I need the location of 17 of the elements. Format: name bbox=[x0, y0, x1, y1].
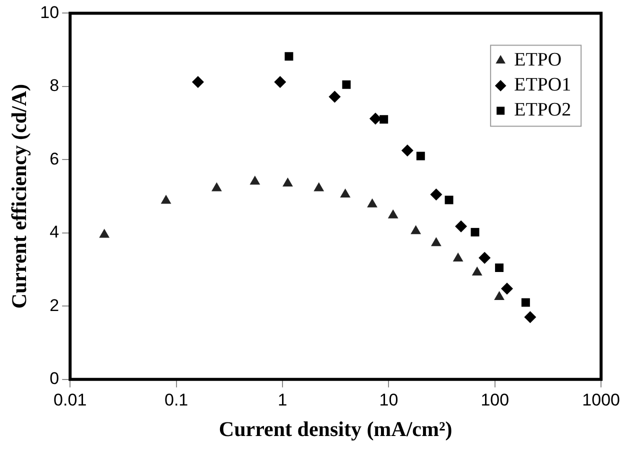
legend-label: ETPO bbox=[514, 50, 562, 71]
x-tick-label: 100 bbox=[480, 390, 510, 410]
legend-label: ETPO1 bbox=[514, 74, 572, 96]
x-tick-label: 1 bbox=[278, 390, 288, 410]
y-axis-title: Current efficiency (cd/A) bbox=[7, 84, 32, 309]
y-tick-label: 10 bbox=[40, 2, 60, 22]
x-tick-label: 1000 bbox=[582, 390, 620, 410]
x-tick-label: 10 bbox=[379, 390, 398, 410]
x-tick-label: 0.1 bbox=[164, 390, 188, 410]
x-tick-label: 0.01 bbox=[54, 390, 87, 410]
x-axis-title: Current density (mA/cm²) bbox=[218, 416, 452, 441]
y-tick-label: 8 bbox=[50, 76, 60, 96]
legend-label: ETPO2 bbox=[514, 100, 572, 121]
y-tick-label: 4 bbox=[50, 222, 60, 242]
y-tick-label: 6 bbox=[50, 149, 60, 168]
y-tick-label: 0 bbox=[50, 369, 60, 388]
y-tick-label: 2 bbox=[50, 296, 60, 315]
